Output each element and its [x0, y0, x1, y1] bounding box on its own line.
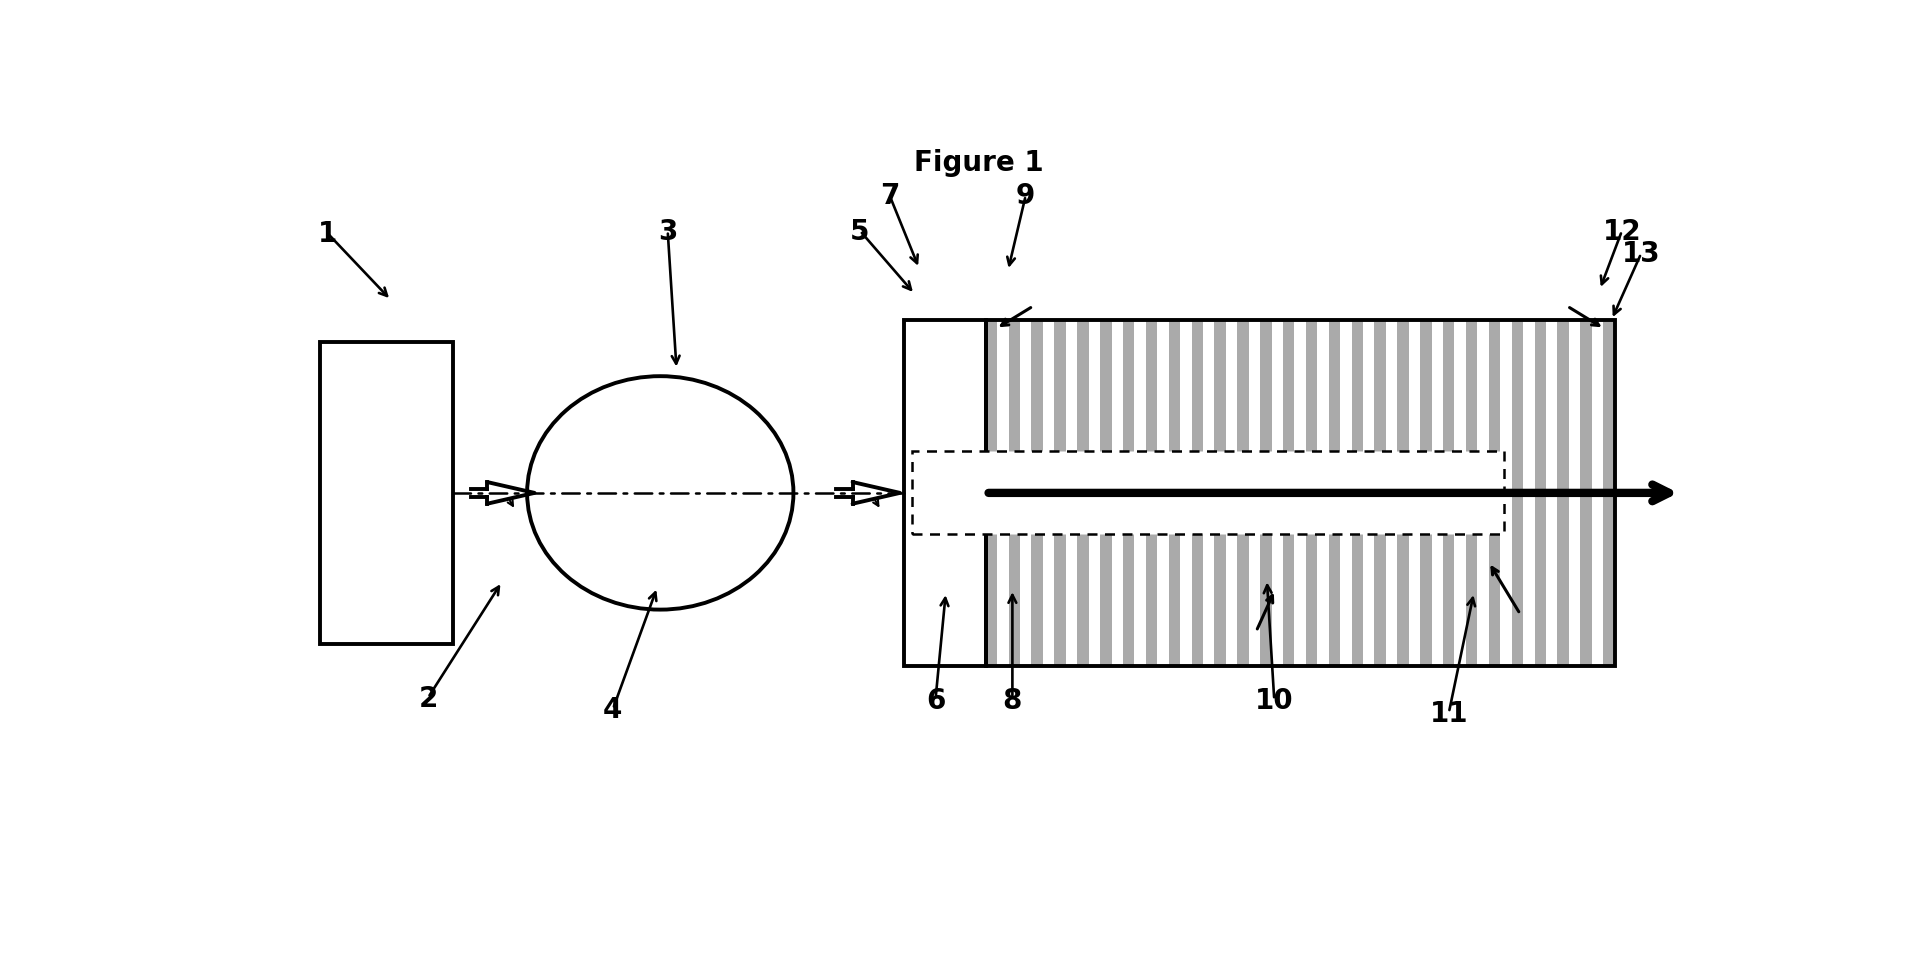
Bar — [1604, 320, 1615, 666]
Text: 8: 8 — [1002, 686, 1021, 714]
Bar — [1111, 320, 1122, 666]
Bar — [1248, 320, 1260, 666]
Text: 5: 5 — [850, 218, 871, 245]
Text: 11: 11 — [1430, 700, 1468, 727]
Bar — [1271, 320, 1283, 666]
Bar — [1432, 320, 1443, 666]
Bar — [1535, 320, 1546, 666]
Bar — [1100, 320, 1111, 666]
Bar — [1168, 320, 1180, 666]
Bar — [1317, 320, 1329, 666]
Bar — [1203, 320, 1214, 666]
Bar — [1478, 320, 1489, 666]
Text: 2: 2 — [418, 684, 437, 712]
Bar — [1581, 320, 1592, 666]
Bar — [1455, 320, 1466, 666]
Bar — [1008, 320, 1019, 666]
Bar — [1237, 320, 1248, 666]
Bar — [1054, 320, 1065, 666]
Text: 10: 10 — [1254, 686, 1294, 714]
Bar — [1409, 320, 1420, 666]
Bar — [996, 320, 1008, 666]
Bar — [1214, 320, 1226, 666]
Text: 3: 3 — [659, 218, 678, 245]
Text: 13: 13 — [1623, 240, 1661, 268]
Bar — [1352, 320, 1363, 666]
Bar — [1374, 320, 1386, 666]
Bar — [1065, 320, 1077, 666]
Bar — [985, 320, 1615, 666]
Bar — [1512, 320, 1523, 666]
Bar — [321, 343, 452, 644]
Bar — [985, 320, 996, 666]
Text: 12: 12 — [1604, 218, 1642, 245]
Text: 4: 4 — [603, 696, 622, 723]
Bar — [1191, 320, 1203, 666]
Bar — [905, 320, 985, 666]
Bar — [1363, 320, 1374, 666]
Text: 6: 6 — [926, 686, 945, 714]
Bar — [1523, 320, 1535, 666]
Ellipse shape — [527, 377, 794, 610]
Bar — [1420, 320, 1432, 666]
Bar — [1042, 320, 1054, 666]
Bar — [1558, 320, 1569, 666]
Text: 9: 9 — [1016, 183, 1035, 210]
Bar — [1489, 320, 1500, 666]
Bar — [1592, 320, 1604, 666]
Bar — [1157, 320, 1168, 666]
Bar — [1466, 320, 1478, 666]
Bar — [1294, 320, 1306, 666]
Bar — [1145, 320, 1157, 666]
Bar — [1180, 320, 1191, 666]
Bar — [1077, 320, 1088, 666]
Bar — [1546, 320, 1558, 666]
Text: Figure 1: Figure 1 — [914, 149, 1042, 177]
Bar — [1019, 320, 1031, 666]
Bar — [1306, 320, 1317, 666]
Bar — [1088, 320, 1100, 666]
Bar — [1260, 320, 1271, 666]
Bar — [1329, 320, 1340, 666]
Bar — [1226, 320, 1237, 666]
Bar — [1283, 320, 1294, 666]
Bar — [1569, 320, 1581, 666]
Bar — [1386, 320, 1397, 666]
Bar — [913, 452, 1504, 534]
Bar — [1397, 320, 1409, 666]
Bar — [1122, 320, 1134, 666]
Bar — [1340, 320, 1352, 666]
Bar — [1031, 320, 1042, 666]
Bar — [1500, 320, 1512, 666]
Text: 7: 7 — [880, 183, 899, 210]
Bar — [1443, 320, 1455, 666]
Bar — [1134, 320, 1145, 666]
Text: 1: 1 — [317, 220, 338, 248]
